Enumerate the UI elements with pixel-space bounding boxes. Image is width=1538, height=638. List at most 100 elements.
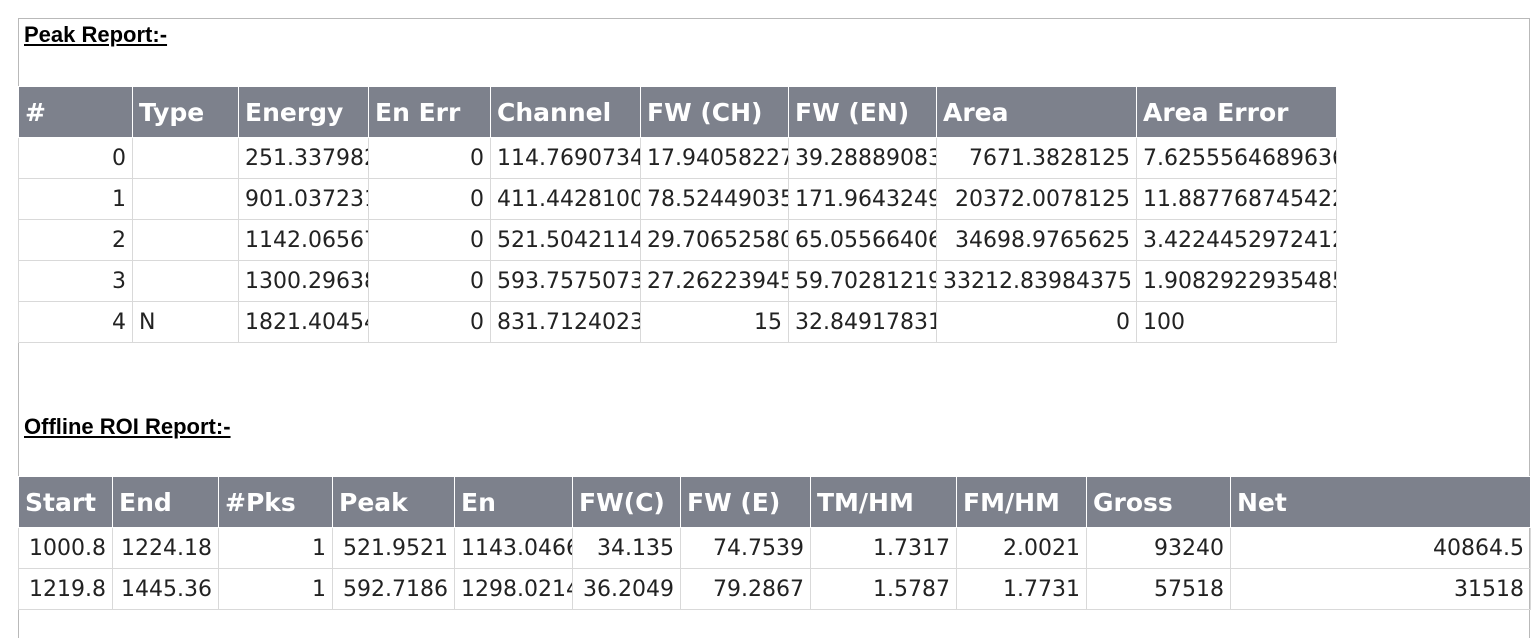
peak-cell: 0: [368, 301, 491, 343]
peak-cell: 0: [368, 260, 491, 302]
roi-header-cell: #Pks: [218, 476, 333, 528]
peak-cell: [132, 178, 239, 220]
roi-header-cell: Peak: [332, 476, 455, 528]
roi-cell: 1000.8: [18, 527, 113, 569]
peak-cell: 1821.40454: [238, 301, 369, 343]
roi-header-cell: FW (E): [680, 476, 811, 528]
roi-cell: 79.2867: [680, 568, 811, 610]
peak-header-cell: Area Error: [1136, 86, 1337, 138]
peak-cell: 32.84917831: [788, 301, 937, 343]
peak-row: 3 1300.29638 0 593.7575073 27.26223945 59.702…: [18, 260, 1337, 302]
peak-cell: 521.5042114: [490, 219, 641, 261]
peak-header-cell: Type: [132, 86, 239, 138]
roi-cell: 1.7731: [956, 568, 1087, 610]
peak-cell: 901.037231: [238, 178, 369, 220]
peak-cell: 1.9082922935485: [1136, 260, 1337, 302]
peak-row: 2 1142.06567 0 521.5042114 29.70652580 65.055…: [18, 219, 1337, 261]
peak-header-cell: Energy: [238, 86, 369, 138]
peak-header-cell: FW (EN): [788, 86, 937, 138]
roi-header-cell: En: [454, 476, 573, 528]
peak-cell: 0: [368, 219, 491, 261]
roi-cell: 1298.0214: [454, 568, 573, 610]
peak-cell: 7671.3828125: [936, 137, 1137, 179]
roi-cell: 1: [218, 527, 333, 569]
peak-cell: 2: [18, 219, 133, 261]
peak-header-cell: FW (CH): [640, 86, 789, 138]
roi-cell: 34.135: [572, 527, 681, 569]
roi-report-title: Offline ROI Report:-: [24, 414, 231, 439]
peak-cell: 78.52449035: [640, 178, 789, 220]
peak-cell: [132, 219, 239, 261]
peak-cell: 114.7690734: [490, 137, 641, 179]
roi-cell: 1.5787: [810, 568, 957, 610]
peak-header-cell: #: [18, 86, 133, 138]
peak-cell: 593.7575073: [490, 260, 641, 302]
roi-header-cell: FM/HM: [956, 476, 1087, 528]
peak-cell: 59.70281219: [788, 260, 937, 302]
roi-cell: 1219.8: [18, 568, 113, 610]
roi-header-cell: TM/HM: [810, 476, 957, 528]
peak-row: 4 N 1821.40454 0 831.7124023 15 32.84917831 0 10…: [18, 301, 1337, 343]
peak-cell: N: [132, 301, 239, 343]
peak-row: 0 251.337982 0 114.7690734 17.94058227 39.288…: [18, 137, 1337, 179]
peak-header-row: # Type Energy En Err Channel FW (CH) FW (EN) Ar…: [18, 86, 1337, 138]
peak-cell: 20372.0078125: [936, 178, 1137, 220]
roi-cell: 57518: [1086, 568, 1231, 610]
roi-cell: 1445.36: [112, 568, 219, 610]
peak-cell: 0: [368, 178, 491, 220]
peak-header-cell: Area: [936, 86, 1137, 138]
roi-cell: 36.2049: [572, 568, 681, 610]
peak-cell: 1300.29638: [238, 260, 369, 302]
peak-cell: 0: [936, 301, 1137, 343]
peak-report-title: Peak Report:-: [24, 22, 168, 47]
peak-cell: [132, 260, 239, 302]
peak-cell: 0: [368, 137, 491, 179]
roi-header-cell: End: [112, 476, 219, 528]
roi-row: 1000.8 1224.18 1 521.9521 1143.0466 34.135 74.…: [18, 527, 1531, 569]
peak-cell: 34698.9765625: [936, 219, 1137, 261]
roi-header-cell: FW(C): [572, 476, 681, 528]
peak-cell: 251.337982: [238, 137, 369, 179]
roi-cell: 31518: [1230, 568, 1531, 610]
roi-row: 1219.8 1445.36 1 592.7186 1298.0214 36.2049 79…: [18, 568, 1531, 610]
roi-report-table: Start End #Pks Peak En FW(C) FW (E) TM/HM FM/HM G…: [18, 476, 1531, 610]
roi-cell: 1: [218, 568, 333, 610]
peak-cell: 1142.06567: [238, 219, 369, 261]
peak-cell: 4: [18, 301, 133, 343]
peak-header-cell: Channel: [490, 86, 641, 138]
peak-cell: 3: [18, 260, 133, 302]
peak-cell: 15: [640, 301, 789, 343]
peak-cell: 29.70652580: [640, 219, 789, 261]
peak-cell: 171.9643249: [788, 178, 937, 220]
roi-header-row: Start End #Pks Peak En FW(C) FW (E) TM/HM FM/HM G…: [18, 476, 1531, 528]
roi-cell: 1224.18: [112, 527, 219, 569]
peak-cell: 0: [18, 137, 133, 179]
roi-header-cell: Start: [18, 476, 113, 528]
roi-cell: 2.0021: [956, 527, 1087, 569]
peak-header-cell: En Err: [368, 86, 491, 138]
roi-header-cell: Gross: [1086, 476, 1231, 528]
peak-cell: 7.6255564689636: [1136, 137, 1337, 179]
roi-header-cell: Net: [1230, 476, 1531, 528]
peak-cell: 65.05566406: [788, 219, 937, 261]
peak-cell: 11.887768745422: [1136, 178, 1337, 220]
peak-cell: 17.94058227: [640, 137, 789, 179]
peak-cell: 33212.83984375: [936, 260, 1137, 302]
peak-cell: 3.4224452972412: [1136, 219, 1337, 261]
roi-cell: 592.7186: [332, 568, 455, 610]
peak-report-table: # Type Energy En Err Channel FW (CH) FW (EN) Ar…: [18, 86, 1337, 343]
peak-cell: 100: [1136, 301, 1337, 343]
roi-cell: 1143.0466: [454, 527, 573, 569]
peak-cell: 411.4428100: [490, 178, 641, 220]
peak-cell: 27.26223945: [640, 260, 789, 302]
peak-row: 1 901.037231 0 411.4428100 78.52449035 171.96…: [18, 178, 1337, 220]
roi-cell: 93240: [1086, 527, 1231, 569]
peak-cell: 831.7124023: [490, 301, 641, 343]
peak-cell: 39.28889083: [788, 137, 937, 179]
roi-cell: 1.7317: [810, 527, 957, 569]
roi-cell: 40864.5: [1230, 527, 1531, 569]
roi-cell: 74.7539: [680, 527, 811, 569]
peak-cell: 1: [18, 178, 133, 220]
peak-cell: [132, 137, 239, 179]
roi-cell: 521.9521: [332, 527, 455, 569]
